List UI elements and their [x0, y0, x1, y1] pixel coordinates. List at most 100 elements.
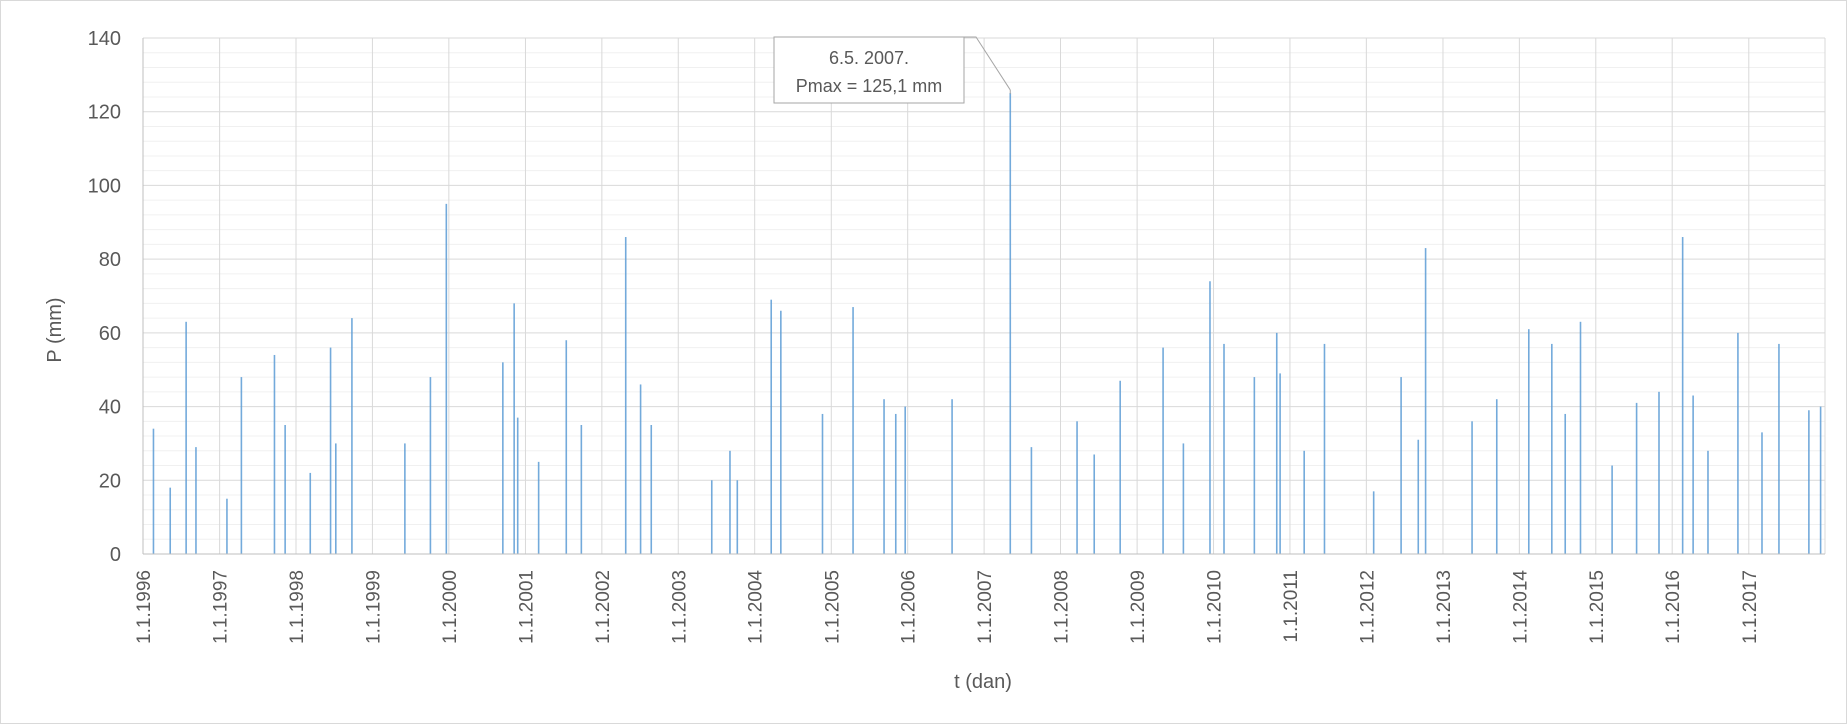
precipitation-bar: [429, 377, 432, 554]
precipitation-bar: [309, 472, 312, 554]
precipitation-bar: [710, 480, 713, 554]
y-tick-label: 100: [88, 175, 121, 197]
max-annotation: 6.5. 2007. Pmax = 125,1 mm: [773, 36, 1011, 104]
x-tick-labels: 1.1.1996 1.1.1997 1.1.1998 1.1.1999 1.1.2000…: [134, 570, 1761, 644]
x-tick-label: 1.1.2001: [516, 570, 537, 644]
precipitation-bar: [624, 237, 627, 554]
y-tick-label: 140: [88, 28, 121, 50]
x-tick-label: 1.1.1999: [363, 570, 384, 644]
x-tick-label: 1.1.2000: [440, 570, 461, 644]
x-tick-label: 1.1.2011: [1281, 570, 1302, 643]
x-tick-label: 1.1.1998: [287, 570, 308, 644]
x-tick-label: 1.1.1996: [134, 570, 155, 644]
x-tick-label: 1.1.2004: [746, 570, 767, 644]
precipitation-bar: [1275, 332, 1278, 554]
x-tick-label: 1.1.2008: [1052, 570, 1073, 644]
precipitation-bar: [1400, 377, 1402, 554]
x-tick-label: 1.1.2010: [1205, 570, 1226, 644]
precipitation-bar: [513, 303, 515, 554]
precipitation-bar: [1551, 343, 1553, 554]
x-tick-label: 1.1.2013: [1434, 570, 1455, 644]
precipitation-bar: [1209, 281, 1211, 554]
precipitation-bar: [1009, 92, 1012, 554]
precipitation-bar: [1527, 329, 1530, 554]
precipitation-bar: [226, 498, 228, 554]
precipitation-bar: [1495, 399, 1498, 554]
precipitation-bar: [1737, 332, 1739, 554]
x-tick-label: 1.1.2009: [1128, 570, 1149, 644]
y-tick-label: 0: [110, 544, 121, 566]
annotation-date: 6.5. 2007.: [829, 48, 909, 68]
grid: [142, 37, 1826, 554]
x-tick-label: 1.1.1997: [211, 570, 232, 644]
precipitation-bar: [537, 461, 540, 554]
precipitation-bar: [502, 362, 504, 554]
precipitation-bar: [1076, 421, 1078, 554]
precipitation-bar: [351, 318, 353, 554]
precipitation-bar: [1223, 343, 1225, 554]
precipitation-bar: [1279, 373, 1281, 554]
precipitation-bar: [152, 428, 155, 554]
precipitation-bar: [1707, 450, 1709, 554]
precipitation-bar: [1424, 248, 1427, 555]
y-tick-label: 40: [99, 397, 121, 419]
x-tick-label: 1.1.2003: [669, 570, 690, 644]
y-tick-label: 60: [99, 323, 121, 345]
precipitation-bar: [273, 354, 276, 554]
x-tick-label: 1.1.2016: [1663, 570, 1684, 644]
annotation-box: [773, 36, 965, 104]
precipitation-bar: [1579, 321, 1582, 554]
precipitation-bar: [883, 399, 885, 554]
precipitation-bar: [1635, 402, 1638, 554]
annotation-leader-line: [964, 36, 1011, 91]
precipitation-bar: [1119, 380, 1121, 554]
precipitation-bar: [1681, 237, 1684, 554]
precipitation-bar: [780, 310, 782, 554]
y-tick-label: 120: [88, 102, 121, 124]
precipitation-bar: [516, 417, 519, 554]
precipitation-bar: [195, 447, 197, 554]
x-tick-label: 1.1.2002: [593, 570, 614, 644]
precipitation-bar: [404, 443, 406, 554]
precipitation-bar: [904, 406, 906, 554]
annotation-pmax: Pmax = 125,1 mm: [796, 76, 943, 96]
precipitation-bar: [284, 425, 286, 554]
precipitation-bar: [1182, 443, 1185, 554]
precipitation-bar: [1162, 347, 1164, 554]
y-tick-labels: 0 20 40 60 80 100 120 140: [88, 28, 121, 566]
precipitation-bar: [445, 203, 448, 554]
precipitation-bar: [1692, 395, 1694, 554]
precipitation-bar: [1761, 432, 1763, 554]
precipitation-bars: [152, 92, 1822, 555]
precipitation-bar: [852, 307, 854, 554]
precipitation-bar: [1323, 343, 1326, 554]
axes: [142, 38, 1825, 555]
x-tick-label: 1.1.2017: [1740, 570, 1761, 644]
precipitation-bar: [951, 399, 953, 554]
precipitation-bar: [1093, 454, 1096, 554]
precipitation-bar: [169, 487, 172, 554]
precipitation-bar: [565, 340, 568, 554]
x-tick-label: 1.1.2005: [822, 570, 843, 644]
y-tick-label: 20: [99, 470, 121, 492]
precipitation-bar: [770, 299, 773, 554]
precipitation-bar: [1372, 491, 1375, 554]
precipitation-bar: [639, 384, 642, 554]
precipitation-bar: [1471, 421, 1473, 554]
x-axis-label: t (dan): [954, 671, 1012, 693]
x-tick-label: 1.1.2007: [975, 570, 996, 644]
precipitation-bar: [185, 321, 187, 554]
precipitation-bar: [1778, 343, 1780, 554]
precipitation-bar: [240, 377, 243, 554]
x-tick-label: 1.1.2014: [1510, 570, 1531, 644]
precipitation-bar: [1030, 447, 1033, 554]
precipitation-bar: [650, 425, 653, 554]
precipitation-bar: [1611, 465, 1613, 554]
precipitation-bar: [334, 443, 337, 554]
precipitation-bar: [329, 347, 332, 554]
y-axis-label: P (mm): [44, 297, 66, 362]
precipitation-bar: [1253, 377, 1256, 554]
precipitation-bar: [580, 425, 583, 554]
